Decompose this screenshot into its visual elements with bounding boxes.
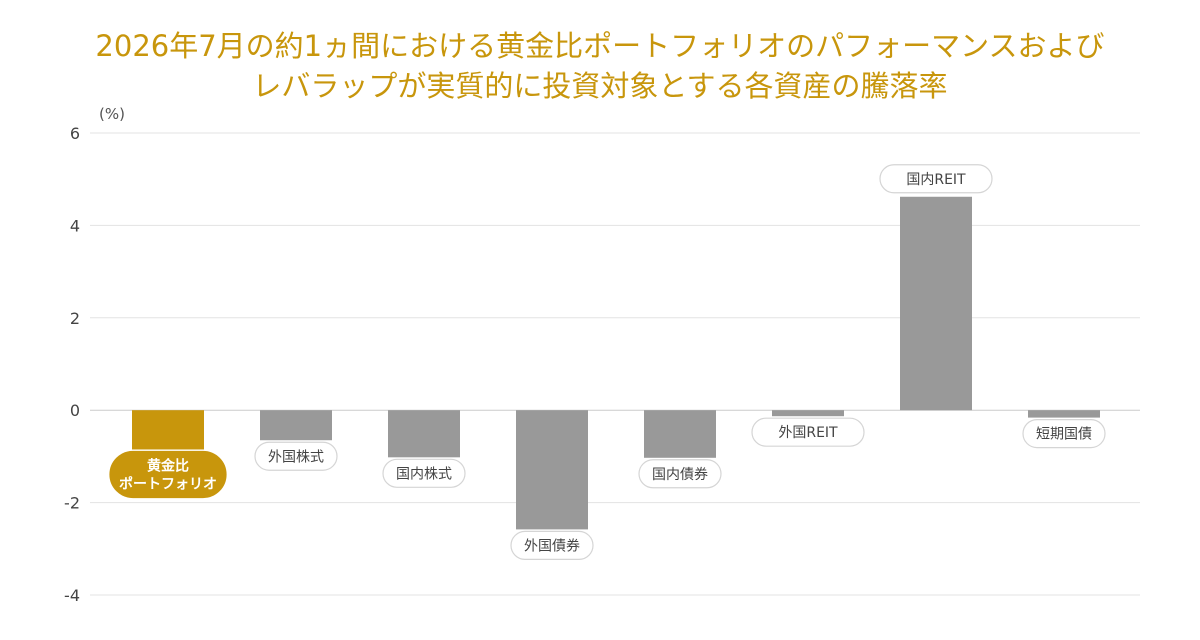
- y-tick-label: 4: [70, 216, 80, 235]
- category-label-text: 外国債券: [524, 538, 580, 554]
- bar: [388, 410, 460, 458]
- category-label-pill: [879, 164, 993, 194]
- y-axis-unit-label: (%): [99, 105, 125, 123]
- category-label-pill: [109, 450, 227, 499]
- y-tick-label: 0: [70, 401, 80, 420]
- category-label-text: 外国株式: [268, 449, 324, 465]
- category-label-text: 国内債券: [652, 467, 708, 483]
- chart-title-line-1: 2026年7月の約1ヵ間における黄金比ポートフォリオのパフォーマンスおよび: [95, 29, 1105, 63]
- bar: [772, 410, 844, 417]
- bar: [644, 410, 716, 458]
- y-tick-label: 6: [70, 124, 80, 143]
- category-label-text: 黄金比: [147, 458, 189, 475]
- category-label: 短期国債: [1022, 418, 1106, 449]
- bar: [516, 410, 588, 530]
- category-label-pill: [382, 458, 466, 488]
- chart-title-line-2: レバラップが実質的に投資対象とする各資産の騰落率: [252, 69, 948, 103]
- category-label-pill: [751, 417, 865, 447]
- category-label: 国内債券: [638, 459, 722, 489]
- category-label: 国内株式: [382, 458, 466, 488]
- y-tick-label: -4: [64, 586, 80, 605]
- category-label-text: 国内REIT: [906, 172, 966, 188]
- bar: [900, 196, 972, 411]
- category-label: 国内REIT: [879, 164, 993, 194]
- category-label-text: 国内株式: [396, 466, 452, 482]
- category-label: 外国REIT: [751, 417, 865, 447]
- category-label-pill: [510, 530, 594, 560]
- bar: [1028, 410, 1100, 418]
- category-label-pill: [638, 459, 722, 489]
- category-label-pill: [254, 441, 338, 471]
- bar: [260, 410, 332, 441]
- chart-title: 2026年7月の約1ヵ間における黄金比ポートフォリオのパフォーマンスおよび レバ…: [0, 26, 1200, 106]
- category-label: 外国債券: [510, 530, 594, 560]
- category-label-text: 短期国債: [1036, 427, 1092, 443]
- category-label-text: 外国REIT: [778, 425, 838, 441]
- bar: [132, 410, 204, 450]
- category-label: 外国株式: [254, 441, 338, 471]
- category-label: 黄金比ポートフォリオ: [109, 450, 227, 499]
- y-tick-label: 2: [70, 309, 80, 328]
- y-tick-label: -2: [64, 494, 80, 513]
- category-label-pill: [1022, 418, 1106, 449]
- category-label-text: ポートフォリオ: [119, 476, 217, 493]
